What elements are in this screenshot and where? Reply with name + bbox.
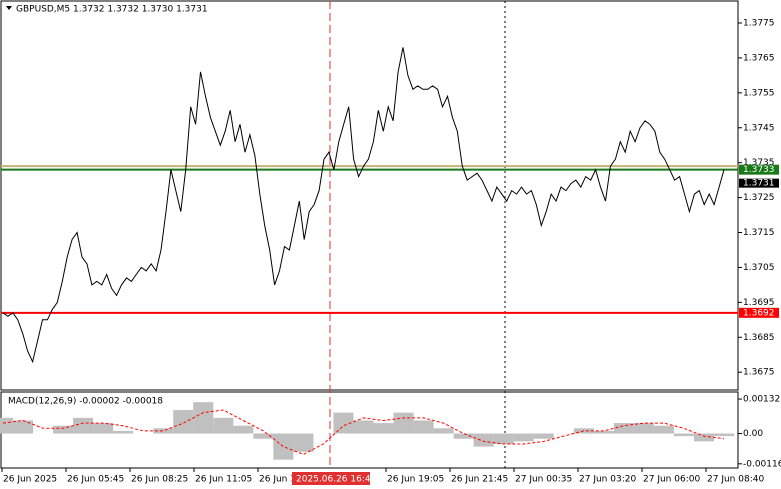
level-label-bg (739, 307, 779, 318)
y-tick-label: 1.3685 (743, 333, 775, 343)
macd-title: MACD(12,26,9) -0.00002 -0.00018 (8, 397, 163, 407)
macd-bar (613, 423, 634, 434)
macd-bar (533, 433, 554, 439)
x-tick-label: 27 Jun 03:20 (579, 475, 636, 485)
cursor-label: 2025.06.26 16:45 (296, 475, 376, 485)
y-tick-label: 1.3695 (743, 298, 775, 308)
price-label: 1.3731 (743, 179, 775, 189)
level-label-bg (739, 164, 779, 175)
macd-bar (73, 417, 94, 434)
macd-bar (153, 428, 174, 434)
macd-bar (193, 402, 214, 434)
y-tick-label: 1.3725 (743, 193, 775, 203)
main-panel (0, 0, 739, 391)
x-tick-label: 26 Jun 21:45 (451, 475, 508, 485)
macd-bar (253, 433, 274, 439)
macd-bar (693, 433, 714, 442)
macd-bar (273, 433, 294, 460)
price-line (2, 47, 725, 364)
macd-bar (493, 433, 514, 444)
y-tick-label: 1.3745 (743, 123, 775, 133)
level-label: 1.3692 (743, 308, 775, 318)
x-tick-label: 27 Jun 08:40 (707, 475, 764, 485)
macd-bar (413, 420, 434, 434)
price-label-bg (739, 178, 779, 188)
x-tick-label: 27 Jun 00:35 (515, 475, 572, 485)
signal-line (2, 409, 725, 455)
x-tick-label: 26 Jun 11:05 (195, 475, 252, 485)
macd-bar (513, 433, 534, 442)
macd-bar (333, 412, 354, 434)
y-tick-label: 1.3765 (743, 53, 775, 63)
y-tick-label: 0.00 (743, 429, 763, 439)
cursor-label-bg (292, 472, 370, 485)
y-tick-label: 1.3775 (743, 18, 775, 28)
macd-bar (113, 430, 134, 434)
y-tick-label: -0.00116 (743, 459, 781, 469)
macd-bar (353, 420, 374, 434)
x-tick-label: 26 Jun 05:45 (67, 475, 124, 485)
macd-bar (213, 417, 234, 434)
y-tick-label: 1.3755 (743, 88, 775, 98)
macd-bar (653, 425, 674, 434)
y-tick-label: 1.3715 (743, 228, 775, 238)
macd-bar (633, 423, 654, 434)
y-tick-label: 1.3735 (743, 158, 775, 168)
macd-bar (713, 433, 735, 437)
macd-bar (473, 433, 494, 447)
macd-bar (593, 430, 614, 434)
macd-bar (13, 420, 34, 434)
y-tick-label: 1.3705 (743, 263, 775, 273)
x-tick-label: 26 Jun 1 (259, 475, 296, 485)
macd-bar (93, 423, 114, 434)
chart-title: GBPUSD,M5 1.3732 1.3732 1.3730 1.3731 (16, 5, 208, 15)
x-tick-label: 26 Jun 19:05 (387, 475, 444, 485)
menu-triangle[interactable] (6, 6, 12, 10)
macd-bar (433, 428, 454, 434)
x-tick-label: 26 Jun 2025 (3, 475, 57, 485)
macd-bar (373, 423, 394, 434)
x-tick-label: 27 Jun 06:00 (643, 475, 700, 485)
macd-bar (453, 433, 474, 439)
x-tick-label: 26 Jun 08:25 (131, 475, 188, 485)
macd-bar (393, 412, 414, 434)
macd-bar (233, 425, 254, 434)
macd-bar (673, 433, 694, 437)
y-tick-label: 0.00132 (743, 395, 780, 405)
macd-bar (173, 410, 194, 434)
macd-bar (53, 425, 74, 434)
y-tick-label: 1.3675 (743, 368, 775, 378)
macd-bar (293, 433, 314, 452)
macd-bar (0, 417, 14, 434)
level-label: 1.3733 (743, 165, 775, 175)
